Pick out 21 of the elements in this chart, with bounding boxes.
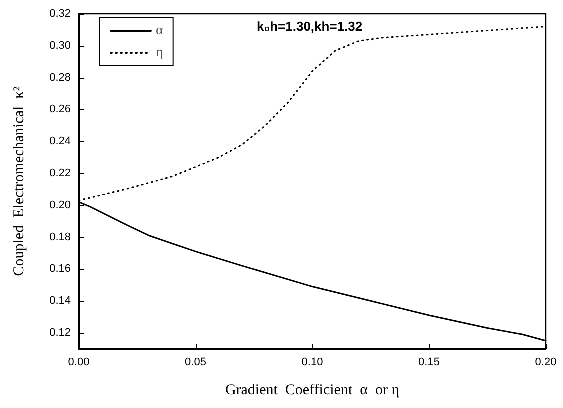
annotation: k₀h=1.30,kh=1.32 xyxy=(257,19,363,34)
y-tick-label: 0.20 xyxy=(50,199,71,212)
x-tick-label: 0.10 xyxy=(302,356,324,368)
legend-label: η xyxy=(156,46,164,60)
y-tick-label: 0.24 xyxy=(50,136,71,148)
y-tick-label: 0.14 xyxy=(50,295,71,308)
x-tick-label: 0.05 xyxy=(185,356,206,368)
y-tick-label: 0.22 xyxy=(50,168,71,180)
legend-label: α xyxy=(156,24,164,38)
y-axis-title: Coupled Electromechanical κ² xyxy=(12,86,28,276)
y-tick-label: 0.28 xyxy=(50,72,71,84)
y-tick-label: 0.32 xyxy=(50,8,71,20)
x-tick-label: 0.20 xyxy=(535,356,557,368)
y-tick-label: 0.26 xyxy=(50,104,71,116)
x-axis-title: Gradient Coefficient α or η xyxy=(225,382,400,398)
x-tick-label: 0.15 xyxy=(418,356,440,368)
y-tick-label: 0.12 xyxy=(50,327,71,340)
y-tick-label: 0.18 xyxy=(50,231,71,244)
y-tick-label: 0.16 xyxy=(50,263,71,276)
x-tick-label: 0.00 xyxy=(68,356,90,368)
y-tick-label: 0.30 xyxy=(50,40,71,52)
